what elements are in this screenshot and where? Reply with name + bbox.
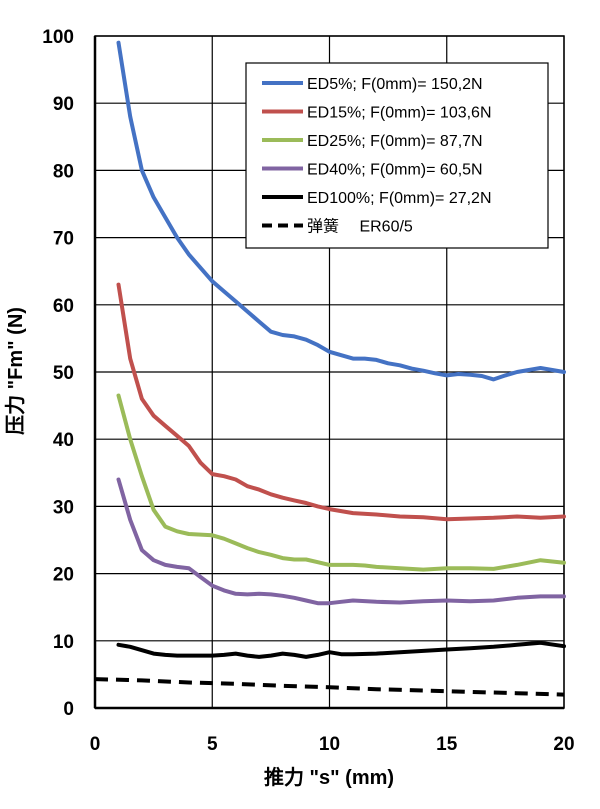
series-line-0 [116, 40, 566, 382]
legend-label-0: ED5%; F(0mm)= 150,2N [307, 76, 483, 93]
y-tick-label: 20 [53, 565, 74, 586]
series-line-1 [116, 282, 566, 522]
legend-label-3: ED40%; F(0mm)= 60,5N [307, 162, 483, 179]
y-tick-label: 30 [53, 497, 74, 518]
y-tick-label: 0 [63, 699, 74, 720]
legend-label-5: 弹簧 ER60/5 [307, 217, 413, 236]
series-line-5 [94, 677, 565, 697]
y-tick-label: 50 [53, 363, 74, 384]
x-tick-label: 10 [319, 734, 340, 755]
series-line-2 [116, 393, 566, 572]
series-line-3 [116, 477, 566, 606]
x-tick-label: 5 [207, 734, 218, 755]
y-tick-label: 80 [53, 161, 74, 182]
series-lines [94, 40, 566, 697]
y-axis-title: 压力 "Fm" (N) [4, 307, 27, 435]
x-tick-label: 0 [90, 734, 101, 755]
axes: 0 10 20 30 40 50 60 70 80 90 100 0 5 10 15 20 [42, 27, 574, 755]
legend: ED5%; F(0mm)= 150,2N ED15%; F(0mm)= 103,6… [245, 62, 549, 249]
y-tick-label: 10 [53, 632, 74, 653]
x-axis-title: 推力 "s" (mm) [264, 765, 394, 789]
series-line-4 [116, 640, 566, 659]
y-tick-label: 60 [53, 296, 74, 317]
y-tick-label: 90 [53, 94, 74, 115]
legend-box [245, 62, 549, 249]
x-tick-label: 15 [436, 734, 458, 755]
y-tick-label: 100 [42, 27, 74, 48]
legend-label-4: ED100%; F(0mm)= 27,2N [307, 190, 492, 207]
legend-label-1: ED15%; F(0mm)= 103,6N [307, 105, 492, 122]
legend-label-2: ED25%; F(0mm)= 87,7N [307, 133, 483, 150]
y-tick-label: 40 [53, 430, 74, 451]
y-tick-label: 70 [53, 229, 74, 250]
x-tick-label: 20 [553, 734, 574, 755]
